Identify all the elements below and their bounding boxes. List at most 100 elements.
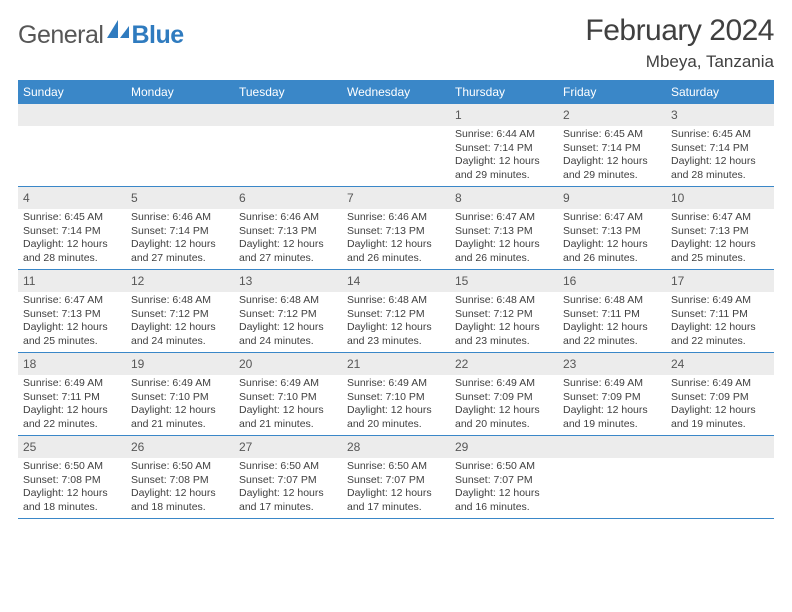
daylight2-text: and 29 minutes. <box>455 169 553 183</box>
calendar-cell: 18Sunrise: 6:49 AMSunset: 7:11 PMDayligh… <box>18 353 126 435</box>
daynum-row: 5 <box>126 187 234 209</box>
sunset-text: Sunset: 7:14 PM <box>563 142 661 156</box>
calendar-cell <box>18 104 126 186</box>
calendar-cell: 1Sunrise: 6:44 AMSunset: 7:14 PMDaylight… <box>450 104 558 186</box>
sunrise-text: Sunrise: 6:48 AM <box>347 294 445 308</box>
calendar-cell <box>342 104 450 186</box>
cell-body: Sunrise: 6:49 AMSunset: 7:10 PMDaylight:… <box>126 375 234 435</box>
day-number <box>563 440 566 454</box>
sunset-text: Sunset: 7:13 PM <box>455 225 553 239</box>
daylight1-text: Daylight: 12 hours <box>455 155 553 169</box>
daynum-row: 9 <box>558 187 666 209</box>
cell-body: Sunrise: 6:48 AMSunset: 7:12 PMDaylight:… <box>126 292 234 352</box>
sunrise-text: Sunrise: 6:48 AM <box>455 294 553 308</box>
sunset-text: Sunset: 7:11 PM <box>563 308 661 322</box>
cell-body: Sunrise: 6:50 AMSunset: 7:07 PMDaylight:… <box>450 458 558 518</box>
daylight2-text: and 23 minutes. <box>455 335 553 349</box>
day-number <box>131 108 134 122</box>
month-title: February 2024 <box>585 14 774 48</box>
cell-body: Sunrise: 6:49 AMSunset: 7:09 PMDaylight:… <box>558 375 666 435</box>
cell-body <box>666 458 774 463</box>
calendar-cell <box>126 104 234 186</box>
day-number: 6 <box>239 191 246 205</box>
sunset-text: Sunset: 7:09 PM <box>455 391 553 405</box>
daynum-row <box>558 436 666 458</box>
daynum-row: 4 <box>18 187 126 209</box>
daylight1-text: Daylight: 12 hours <box>455 404 553 418</box>
cell-body: Sunrise: 6:49 AMSunset: 7:09 PMDaylight:… <box>450 375 558 435</box>
daylight1-text: Daylight: 12 hours <box>455 238 553 252</box>
sunrise-text: Sunrise: 6:49 AM <box>563 377 661 391</box>
daylight1-text: Daylight: 12 hours <box>347 487 445 501</box>
sunset-text: Sunset: 7:14 PM <box>671 142 769 156</box>
daylight2-text: and 17 minutes. <box>347 501 445 515</box>
daylight1-text: Daylight: 12 hours <box>131 404 229 418</box>
daynum-row: 13 <box>234 270 342 292</box>
sunrise-text: Sunrise: 6:49 AM <box>131 377 229 391</box>
weekday-sat: Saturday <box>666 80 774 104</box>
sunset-text: Sunset: 7:07 PM <box>347 474 445 488</box>
sunset-text: Sunset: 7:10 PM <box>239 391 337 405</box>
day-number: 10 <box>671 191 684 205</box>
daynum-row: 1 <box>450 104 558 126</box>
daylight1-text: Daylight: 12 hours <box>23 238 121 252</box>
weekday-sun: Sunday <box>18 80 126 104</box>
calendar-cell: 5Sunrise: 6:46 AMSunset: 7:14 PMDaylight… <box>126 187 234 269</box>
daynum-row: 3 <box>666 104 774 126</box>
daylight2-text: and 25 minutes. <box>23 335 121 349</box>
sunrise-text: Sunrise: 6:46 AM <box>239 211 337 225</box>
title-block: February 2024 Mbeya, Tanzania <box>585 14 774 72</box>
daynum-row: 6 <box>234 187 342 209</box>
calendar-cell: 15Sunrise: 6:48 AMSunset: 7:12 PMDayligh… <box>450 270 558 352</box>
daylight1-text: Daylight: 12 hours <box>563 155 661 169</box>
day-number: 24 <box>671 357 684 371</box>
cell-body: Sunrise: 6:48 AMSunset: 7:12 PMDaylight:… <box>234 292 342 352</box>
day-number: 16 <box>563 274 576 288</box>
calendar-cell: 25Sunrise: 6:50 AMSunset: 7:08 PMDayligh… <box>18 436 126 518</box>
daynum-row: 28 <box>342 436 450 458</box>
daylight1-text: Daylight: 12 hours <box>347 321 445 335</box>
day-number: 17 <box>671 274 684 288</box>
cell-body <box>558 458 666 463</box>
daylight2-text: and 22 minutes. <box>671 335 769 349</box>
daylight1-text: Daylight: 12 hours <box>455 487 553 501</box>
sunset-text: Sunset: 7:13 PM <box>347 225 445 239</box>
daynum-row <box>126 104 234 126</box>
weekday-thu: Thursday <box>450 80 558 104</box>
day-number: 22 <box>455 357 468 371</box>
daylight2-text: and 17 minutes. <box>239 501 337 515</box>
day-number: 3 <box>671 108 678 122</box>
cell-body <box>342 126 450 131</box>
sunrise-text: Sunrise: 6:47 AM <box>455 211 553 225</box>
day-number: 13 <box>239 274 252 288</box>
sunrise-text: Sunrise: 6:49 AM <box>347 377 445 391</box>
day-number: 18 <box>23 357 36 371</box>
cell-body: Sunrise: 6:46 AMSunset: 7:13 PMDaylight:… <box>234 209 342 269</box>
sunset-text: Sunset: 7:14 PM <box>455 142 553 156</box>
sunrise-text: Sunrise: 6:50 AM <box>239 460 337 474</box>
daylight1-text: Daylight: 12 hours <box>563 321 661 335</box>
daynum-row: 8 <box>450 187 558 209</box>
daynum-row <box>342 104 450 126</box>
calendar-cell: 17Sunrise: 6:49 AMSunset: 7:11 PMDayligh… <box>666 270 774 352</box>
cell-body <box>126 126 234 131</box>
sunrise-text: Sunrise: 6:48 AM <box>563 294 661 308</box>
calendar-cell <box>666 436 774 518</box>
sunset-text: Sunset: 7:13 PM <box>239 225 337 239</box>
sunrise-text: Sunrise: 6:47 AM <box>671 211 769 225</box>
sunrise-text: Sunrise: 6:49 AM <box>455 377 553 391</box>
weekday-mon: Monday <box>126 80 234 104</box>
daylight1-text: Daylight: 12 hours <box>455 321 553 335</box>
cell-body <box>18 126 126 131</box>
daylight1-text: Daylight: 12 hours <box>131 487 229 501</box>
daynum-row: 14 <box>342 270 450 292</box>
daylight1-text: Daylight: 12 hours <box>239 238 337 252</box>
daylight2-text: and 26 minutes. <box>347 252 445 266</box>
logo: General Blue <box>18 20 184 51</box>
cell-body: Sunrise: 6:45 AMSunset: 7:14 PMDaylight:… <box>18 209 126 269</box>
calendar-cell <box>558 436 666 518</box>
daylight2-text: and 24 minutes. <box>131 335 229 349</box>
daylight2-text: and 21 minutes. <box>131 418 229 432</box>
daylight2-text: and 19 minutes. <box>671 418 769 432</box>
daylight1-text: Daylight: 12 hours <box>671 155 769 169</box>
